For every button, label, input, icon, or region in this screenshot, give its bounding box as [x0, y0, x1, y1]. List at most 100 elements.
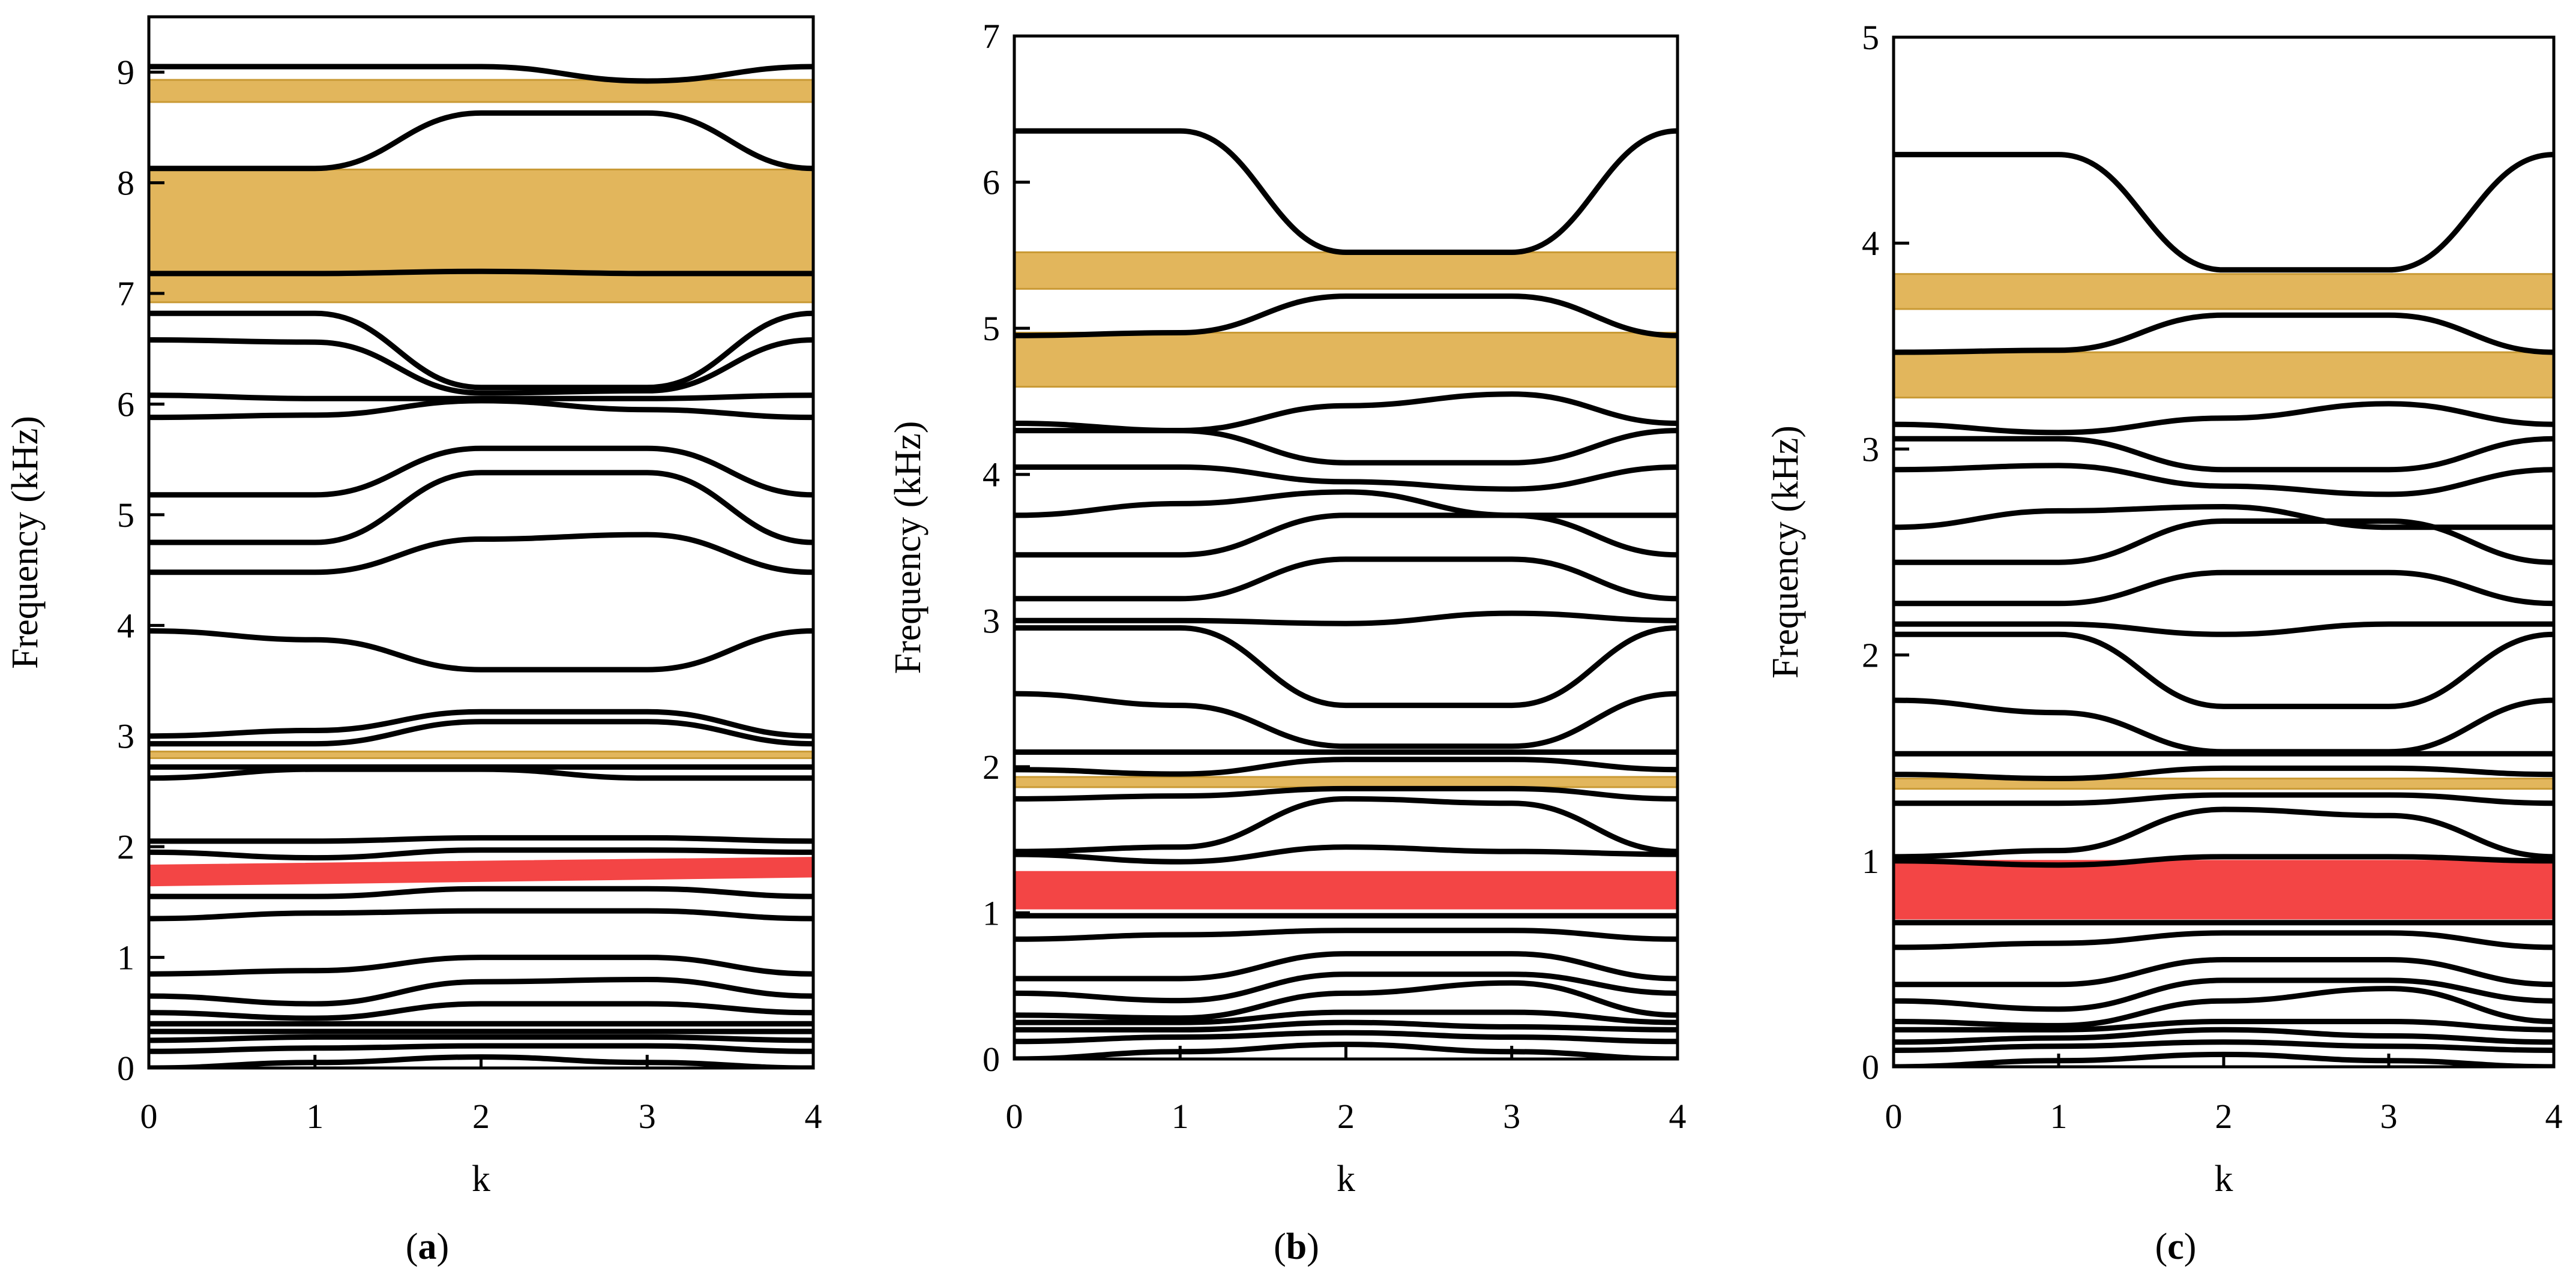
dispersion-band-b2 — [1014, 293, 1678, 338]
dispersion-band-b24 — [1894, 1039, 2554, 1053]
dispersion-band-b23 — [1014, 1019, 1678, 1033]
y-tick-label: 7 — [117, 274, 134, 313]
dispersion-band-b3 — [149, 268, 813, 277]
y-tick-label: 7 — [983, 17, 1000, 56]
y-tick-label: 4 — [983, 455, 1000, 494]
dispersion-band-b26 — [149, 1043, 813, 1054]
dispersion-band-b1 — [1014, 128, 1678, 256]
dispersion-band-b4 — [1014, 428, 1678, 466]
y-tick-label: 9 — [117, 53, 134, 92]
dispersion-band-b15 — [149, 766, 813, 781]
dispersion-band-b12 — [149, 709, 813, 739]
dispersion-band-b21 — [1894, 986, 2554, 1028]
dispersion-band-b7 — [149, 398, 813, 421]
dispersion-band-b9 — [149, 470, 813, 545]
dispersion-band-b24 — [1014, 1030, 1678, 1045]
dispersion-band-b1 — [1894, 152, 2554, 273]
x-tick-label: 2 — [1337, 1097, 1355, 1136]
y-tick-label: 1 — [983, 893, 1000, 932]
band-gap-gold — [1892, 351, 2555, 399]
dispersion-band-b6 — [1894, 504, 2554, 530]
x-tick-label: 4 — [1669, 1097, 1687, 1136]
dispersion-band-b21 — [1014, 980, 1678, 1021]
dispersion-band-b20 — [149, 955, 813, 977]
y-tick-label: 5 — [117, 496, 134, 535]
band-gap-gold — [1013, 251, 1679, 290]
dispersion-band-b14 — [1894, 792, 2554, 806]
y-axis-title: Frequency (kHz) — [888, 421, 928, 674]
y-tick-label: 3 — [983, 601, 1000, 640]
dispersion-band-b7 — [1014, 512, 1678, 558]
x-tick-label: 1 — [306, 1097, 324, 1136]
y-tick-label: 1 — [1862, 842, 1879, 881]
x-tick-label: 0 — [140, 1097, 158, 1136]
dispersion-band-b3 — [1894, 401, 2554, 436]
dispersion-band-b4 — [1894, 436, 2554, 473]
band-gap-red — [1892, 860, 2555, 920]
dispersion-band-b15 — [1014, 796, 1678, 854]
dispersion-band-b9 — [1894, 621, 2554, 637]
band-gap-gold — [1892, 273, 2555, 310]
panel-a: 0 1 2 3 4 5 6 7 8 9 0 1 2 3 4 k Frequency (kHz) (a) — [5, 15, 822, 1267]
band-gap-red — [148, 857, 814, 887]
dispersion-band-b16 — [149, 835, 813, 844]
panel-caption: (c) — [2155, 1226, 2197, 1267]
y-tick-label: 4 — [117, 606, 134, 645]
dispersion-band-b1 — [149, 64, 813, 84]
dispersion-band-b18 — [1894, 930, 2554, 950]
dispersion-band-b7 — [1894, 518, 2554, 565]
x-tick-label: 2 — [2215, 1097, 2233, 1136]
y-tick-label: 8 — [117, 164, 134, 203]
dispersion-band-b5 — [149, 337, 813, 396]
y-tick-label: 5 — [1862, 18, 1879, 57]
y-tick-label: 0 — [117, 1049, 134, 1088]
x-tick-label: 4 — [805, 1097, 822, 1136]
y-tick-label: 2 — [117, 827, 134, 866]
y-axis-title: Frequency (kHz) — [5, 416, 46, 669]
x-axis-title: k — [2215, 1159, 2233, 1199]
dispersion-band-b8 — [1014, 556, 1678, 602]
dispersion-band-b4 — [149, 310, 813, 391]
dispersion-band-b19 — [1014, 951, 1678, 982]
dispersion-band-b14 — [1014, 785, 1678, 802]
y-tick-label: 1 — [117, 938, 134, 977]
dispersion-band-b11 — [1014, 691, 1678, 749]
dispersion-band-b10 — [1014, 625, 1678, 709]
x-tick-label: 3 — [639, 1097, 656, 1136]
y-tick-label: 5 — [983, 309, 1000, 348]
y-tick-label: 3 — [1862, 430, 1879, 469]
dispersion-band-b5 — [1894, 463, 2554, 497]
dispersion-band-b15 — [1894, 806, 2554, 860]
dispersion-band-b18 — [149, 886, 813, 899]
x-tick-label: 3 — [2380, 1097, 2398, 1136]
dispersion-band-b20 — [1894, 977, 2554, 1012]
y-tick-label: 2 — [1862, 636, 1879, 675]
band-gap-gold — [1013, 331, 1679, 388]
dispersion-band-b10 — [149, 532, 813, 575]
dispersion-band-b22 — [1894, 1018, 2554, 1033]
y-tick-label: 2 — [983, 748, 1000, 787]
dispersion-band-b23 — [1894, 1027, 2554, 1045]
band-gap-gold — [148, 79, 814, 103]
y-tick-label: 3 — [117, 717, 134, 756]
panel-caption: (a) — [406, 1226, 449, 1267]
y-tick-label: 6 — [983, 163, 1000, 202]
x-tick-label: 4 — [2545, 1097, 2563, 1136]
dispersion-band-b8 — [149, 445, 813, 498]
y-tick-label: 0 — [1862, 1048, 1879, 1087]
band-gap-gold — [148, 751, 814, 760]
y-tick-label: 4 — [1862, 224, 1879, 263]
dispersion-curves — [149, 64, 813, 1068]
dispersion-band-b22 — [1014, 1009, 1678, 1025]
dispersion-band-b19 — [149, 908, 813, 922]
dispersion-band-b13 — [1014, 757, 1678, 777]
band-gap-gold — [1013, 776, 1679, 788]
dispersion-band-b17 — [149, 847, 813, 861]
dispersion-band-b9 — [1014, 610, 1678, 626]
dispersion-band-b22 — [149, 1001, 813, 1021]
dispersion-band-b16 — [1894, 854, 2554, 868]
dispersion-band-b10 — [1894, 631, 2554, 709]
dispersion-band-b19 — [1894, 956, 2554, 988]
dispersion-band-b11 — [149, 628, 813, 673]
